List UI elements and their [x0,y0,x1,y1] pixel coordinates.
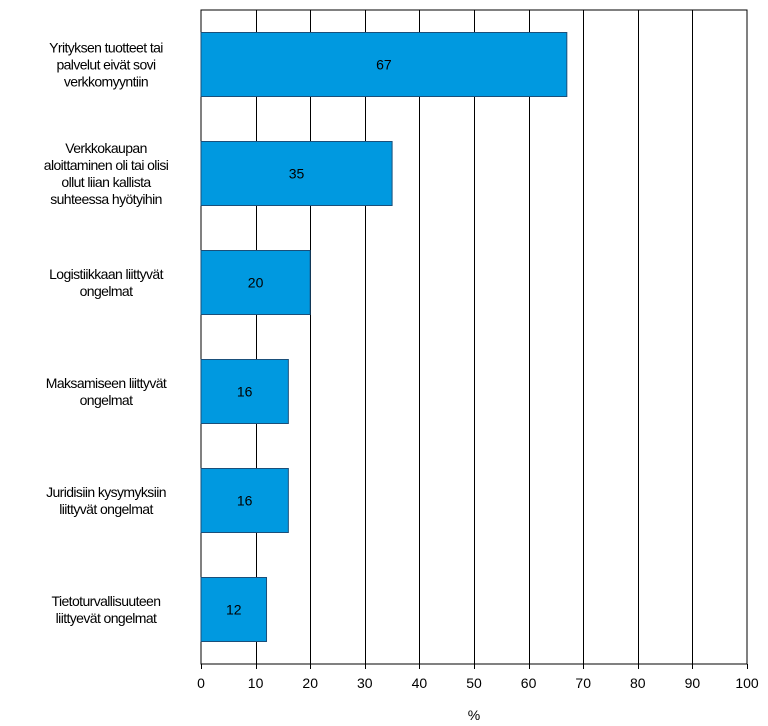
data-label: 16 [237,384,253,400]
bar [200,141,393,206]
bar [200,32,568,97]
bar [200,577,268,642]
bar [200,359,289,424]
category-label-line: Tietoturvallisuuteen [52,593,161,609]
x-tick-label: 60 [521,675,537,691]
category-label-line: liittyvät ongelmat [59,501,153,517]
category-label: Maksamiseen liittyvät ongelmat [46,375,167,408]
category-label-line: aloittaminen oli tai olisi [44,157,169,173]
category-label-line: palvelut eivät sovi [56,57,156,73]
category-label-line: suhteessa hyötyihin [50,191,162,207]
category-label-line: Verkkokaupan [65,140,147,156]
category-label: Tietoturvallisuuteen liittyevät ongelmat [52,593,161,626]
category-labels: Yrityksen tuotteet tai palvelut eivät sov… [44,40,170,627]
bars: 67 35 20 16 16 12 [200,32,568,642]
bar [200,250,311,315]
category-label: Yrityksen tuotteet tai palvelut eivät sov… [49,40,163,90]
x-tick-label: 20 [302,675,318,691]
x-tick-label: 90 [685,675,701,691]
x-tick-label: 40 [412,675,428,691]
x-tick-label: 50 [466,675,482,691]
data-label: 67 [376,57,392,73]
category-label: Verkkokaupan aloittaminen oli tai olisi ol… [44,140,169,207]
category-label-line: Juridisiin kysymyksiin [46,484,166,500]
bar [200,468,289,533]
data-label: 35 [289,166,305,182]
category-label-line: Yrityksen tuotteet tai [49,40,163,56]
x-tick-label: 80 [630,675,646,691]
category-label: Logistiikkaan liittyvät ongelmat [49,266,164,299]
x-axis-title: % [468,707,480,723]
category-label-line: ollut liian kallista [61,174,151,190]
x-tick-label: 0 [197,675,205,691]
data-label: 20 [248,275,264,291]
gridlines [201,10,748,669]
category-label-line: verkkomyyntiin [64,74,148,90]
x-tick-label: 30 [357,675,373,691]
x-tick-label: 10 [248,675,264,691]
data-label: 12 [226,602,242,618]
category-label-line: liittyevät ongelmat [56,610,157,626]
x-tick-label: 70 [575,675,591,691]
category-label-line: Maksamiseen liittyvät [46,375,167,391]
category-label-line: ongelmat [80,283,134,299]
x-tick-label: 100 [735,675,759,691]
data-label: 16 [237,493,253,509]
category-label-line: Logistiikkaan liittyvät [49,266,164,282]
x-tick-labels: 0 10 20 30 40 50 60 70 80 90 100 [197,675,759,691]
category-label-line: ongelmat [80,392,134,408]
category-label: Juridisiin kysymyksiin liittyvät ongelmat [46,484,166,517]
